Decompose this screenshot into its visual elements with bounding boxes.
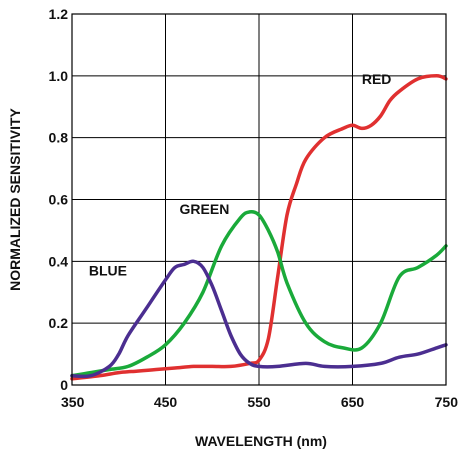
series-label-blue: BLUE	[89, 263, 127, 279]
y-tick-label: 0.2	[49, 315, 69, 331]
x-tick-label: 550	[247, 394, 271, 410]
y-tick-label: 1.0	[49, 68, 69, 84]
series-lines	[70, 74, 448, 381]
y-tick-labels: 0 0.2 0.4 0.6 0.8 1.0 1.2	[49, 6, 69, 393]
series-line-green	[70, 209, 448, 378]
x-tick-labels: 350 450 550 650 750	[61, 394, 458, 410]
y-tick-label: 0.4	[49, 253, 69, 269]
x-tick-label: 750	[435, 394, 459, 410]
series-label-red: RED	[362, 71, 392, 87]
plot-frame	[71, 13, 447, 386]
series-line-blue	[70, 259, 448, 379]
series-annotations: RED GREEN BLUE	[89, 71, 392, 279]
grid	[71, 13, 447, 386]
x-tick-label: 350	[61, 394, 85, 410]
y-tick-label: 0	[60, 377, 68, 393]
y-axis-label: NORMALIZED SENSITIVITY	[7, 107, 23, 290]
x-tick-label: 450	[154, 394, 178, 410]
x-axis-label: WAVELENGTH (nm)	[195, 433, 327, 449]
y-tick-label: 1.2	[49, 6, 69, 22]
y-tick-label: 0.8	[49, 130, 69, 146]
x-tick-label: 650	[341, 394, 365, 410]
series-label-green: GREEN	[180, 201, 230, 217]
y-tick-label: 0.6	[49, 192, 69, 208]
series-line-red	[70, 74, 448, 381]
